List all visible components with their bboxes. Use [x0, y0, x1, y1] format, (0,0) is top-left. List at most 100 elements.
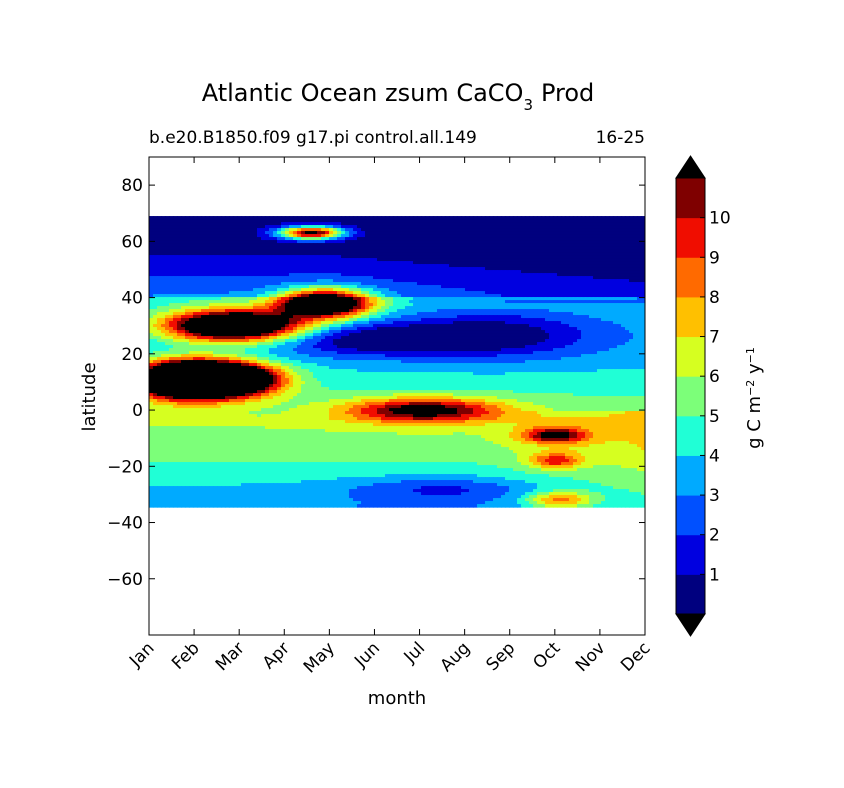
- heatmap-cell: [405, 321, 410, 325]
- heatmap-cell: [641, 261, 645, 265]
- heatmap-cell: [345, 327, 350, 331]
- heatmap-cell: [605, 291, 610, 295]
- heatmap-cell: [357, 270, 362, 274]
- heatmap-cell: [445, 273, 450, 277]
- heatmap-cell: [613, 243, 618, 247]
- heatmap-cell: [245, 324, 250, 328]
- heatmap-cell: [429, 231, 434, 235]
- heatmap-cell: [513, 246, 518, 250]
- heatmap-cell: [149, 306, 154, 310]
- heatmap-cell: [297, 222, 302, 226]
- heatmap-cell: [605, 222, 610, 226]
- heatmap-cell: [177, 288, 182, 292]
- heatmap-cell: [149, 246, 154, 250]
- heatmap-cell: [285, 216, 290, 220]
- heatmap-cell: [297, 327, 302, 331]
- heatmap-cell: [321, 255, 326, 259]
- heatmap-cell: [413, 219, 418, 223]
- heatmap-cell: [417, 216, 422, 220]
- heatmap-cell: [565, 252, 570, 256]
- heatmap-cell: [185, 336, 190, 340]
- heatmap-cell: [589, 312, 594, 316]
- heatmap-cell: [253, 318, 258, 322]
- heatmap-cell: [445, 240, 450, 244]
- heatmap-cell: [501, 327, 506, 331]
- heatmap-cell: [281, 258, 286, 262]
- heatmap-cell: [233, 255, 238, 259]
- heatmap-cell: [549, 255, 554, 259]
- heatmap-cell: [437, 303, 442, 307]
- heatmap-cell: [529, 252, 534, 256]
- heatmap-cell: [453, 312, 458, 316]
- heatmap-cell: [565, 225, 570, 229]
- heatmap-cell: [241, 282, 246, 286]
- heatmap-cell: [457, 258, 462, 262]
- heatmap-cell: [209, 321, 214, 325]
- heatmap-cell: [545, 288, 550, 292]
- heatmap-cell: [525, 279, 530, 283]
- heatmap-cell: [169, 261, 174, 265]
- heatmap-cell: [505, 228, 510, 232]
- heatmap-cell: [541, 255, 546, 259]
- heatmap-cell: [601, 243, 606, 247]
- heatmap-cell: [197, 222, 202, 226]
- heatmap-cell: [285, 270, 290, 274]
- heatmap-cell: [409, 216, 414, 220]
- heatmap-cell: [393, 303, 398, 307]
- heatmap-cell: [601, 264, 606, 268]
- heatmap-cell: [201, 216, 206, 220]
- heatmap-cell: [585, 321, 590, 325]
- heatmap-cell: [549, 315, 554, 319]
- heatmap-cell: [237, 243, 242, 247]
- heatmap-cell: [289, 276, 294, 280]
- heatmap-cell: [597, 333, 602, 337]
- heatmap-cell: [297, 234, 302, 238]
- heatmap-cell: [313, 267, 318, 271]
- heatmap-cell: [641, 243, 645, 247]
- heatmap-cell: [225, 237, 230, 241]
- heatmap-cell: [505, 240, 510, 244]
- heatmap-cell: [305, 315, 310, 319]
- heatmap-cell: [321, 261, 326, 265]
- heatmap-cell: [357, 288, 362, 292]
- heatmap-cell: [597, 294, 602, 298]
- heatmap-cell: [637, 273, 642, 277]
- heatmap-cell: [461, 294, 466, 298]
- heatmap-cell: [613, 252, 618, 256]
- heatmap-cell: [545, 258, 550, 262]
- heatmap-cell: [233, 267, 238, 271]
- heatmap-cell: [405, 219, 410, 223]
- heatmap-cell: [197, 285, 202, 289]
- heatmap-cell: [397, 258, 402, 262]
- heatmap-cell: [309, 222, 314, 226]
- heatmap-cell: [285, 243, 290, 247]
- heatmap-cell: [353, 294, 358, 298]
- heatmap-cell: [569, 255, 574, 259]
- heatmap-cell: [153, 240, 158, 244]
- heatmap-cell: [441, 288, 446, 292]
- heatmap-cell: [533, 333, 538, 337]
- heatmap-cell: [437, 324, 442, 328]
- heatmap-cell: [201, 264, 206, 268]
- heatmap-cell: [557, 246, 562, 250]
- heatmap-cell: [537, 234, 542, 238]
- heatmap-cell: [629, 267, 634, 271]
- heatmap-cell: [545, 255, 550, 259]
- heatmap-cell: [169, 327, 174, 331]
- heatmap-cell: [241, 315, 246, 319]
- heatmap-cell: [557, 273, 562, 277]
- heatmap-cell: [257, 246, 262, 250]
- heatmap-cell: [529, 243, 534, 247]
- heatmap-cell: [633, 270, 638, 274]
- heatmap-cell: [209, 333, 214, 337]
- heatmap-cell: [577, 240, 582, 244]
- heatmap-cell: [621, 222, 626, 226]
- heatmap-cell: [445, 309, 450, 313]
- heatmap-cell: [241, 264, 246, 268]
- heatmap-cell: [317, 216, 322, 220]
- heatmap-cell: [533, 309, 538, 313]
- heatmap-cell: [597, 219, 602, 223]
- heatmap-cell: [277, 318, 282, 322]
- heatmap-cell: [589, 246, 594, 250]
- heatmap-cell: [345, 288, 350, 292]
